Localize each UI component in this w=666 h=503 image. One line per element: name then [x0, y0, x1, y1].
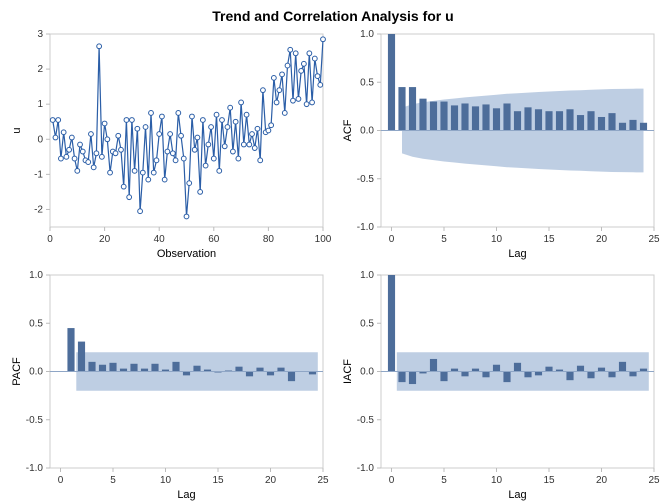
svg-text:Observation: Observation: [157, 248, 216, 260]
svg-text:10: 10: [491, 234, 503, 245]
svg-text:5: 5: [441, 475, 447, 486]
svg-text:20: 20: [265, 475, 277, 486]
svg-text:Lag: Lag: [177, 489, 195, 501]
svg-text:25: 25: [317, 475, 329, 486]
svg-text:40: 40: [154, 234, 166, 245]
figure-title: Trend and Correlation Analysis for u: [0, 0, 666, 28]
svg-text:15: 15: [543, 234, 555, 245]
figure: Trend and Correlation Analysis for u -2-…: [0, 0, 666, 500]
svg-text:20: 20: [99, 234, 111, 245]
svg-text:-0.5: -0.5: [357, 174, 375, 185]
svg-text:0: 0: [389, 475, 395, 486]
svg-text:20: 20: [596, 475, 608, 486]
svg-text:0.0: 0.0: [29, 367, 43, 378]
svg-text:0.0: 0.0: [360, 126, 374, 137]
svg-text:-1.0: -1.0: [357, 222, 375, 233]
svg-text:25: 25: [648, 475, 660, 486]
iacf-panel: -1.0 -0.5 0.0 0.5 1.0 0 5 10 15 20 25 Lag IACF: [341, 270, 664, 503]
svg-text:-1: -1: [34, 169, 43, 180]
svg-text:25: 25: [648, 234, 660, 245]
panels-container: -2-10123020406080100Observationu -1.0-0.…: [0, 30, 666, 500]
svg-text:15: 15: [212, 475, 224, 486]
svg-text:80: 80: [263, 234, 275, 245]
svg-text:1.0: 1.0: [29, 270, 43, 281]
acf-panel: -1.0 -0.5 0.0 0.5 1.0 0 5 10 15 20 25 Lag ACF: [341, 29, 664, 262]
svg-text:15: 15: [543, 475, 555, 486]
series-panel: -2 -1 0 1 2 3 0 20 40 60 80 100 Observation u: [10, 29, 333, 262]
svg-text:0: 0: [389, 234, 395, 245]
svg-text:1.0: 1.0: [360, 29, 374, 40]
svg-text:0.0: 0.0: [360, 367, 374, 378]
svg-text:-1.0: -1.0: [26, 463, 44, 474]
svg-text:1: 1: [37, 99, 43, 110]
svg-text:0.5: 0.5: [360, 77, 374, 88]
svg-text:3: 3: [37, 29, 43, 40]
svg-text:-2: -2: [34, 204, 43, 215]
svg-text:0: 0: [47, 234, 53, 245]
svg-text:u: u: [11, 127, 23, 133]
svg-text:10: 10: [160, 475, 172, 486]
svg-text:0: 0: [37, 134, 43, 145]
svg-text:-0.5: -0.5: [26, 415, 44, 426]
svg-text:0: 0: [58, 475, 64, 486]
svg-text:ACF: ACF: [342, 119, 354, 141]
svg-text:2: 2: [37, 64, 43, 75]
svg-text:5: 5: [110, 475, 116, 486]
svg-text:Lag: Lag: [508, 489, 526, 501]
svg-text:Lag: Lag: [508, 248, 526, 260]
svg-text:IACF: IACF: [342, 359, 354, 384]
svg-text:0.5: 0.5: [360, 318, 374, 329]
svg-text:100: 100: [315, 234, 332, 245]
svg-text:5: 5: [441, 234, 447, 245]
svg-text:PACF: PACF: [11, 357, 23, 386]
pacf-panel: -1.0 -0.5 0.0 0.5 1.0 0 5 10 15 20 25 Lag PACF: [10, 270, 333, 503]
svg-text:20: 20: [596, 234, 608, 245]
svg-text:60: 60: [208, 234, 220, 245]
svg-text:-1.0: -1.0: [357, 463, 375, 474]
svg-text:10: 10: [491, 475, 503, 486]
svg-text:-0.5: -0.5: [357, 415, 375, 426]
svg-text:1.0: 1.0: [360, 270, 374, 281]
svg-text:0.5: 0.5: [29, 318, 43, 329]
